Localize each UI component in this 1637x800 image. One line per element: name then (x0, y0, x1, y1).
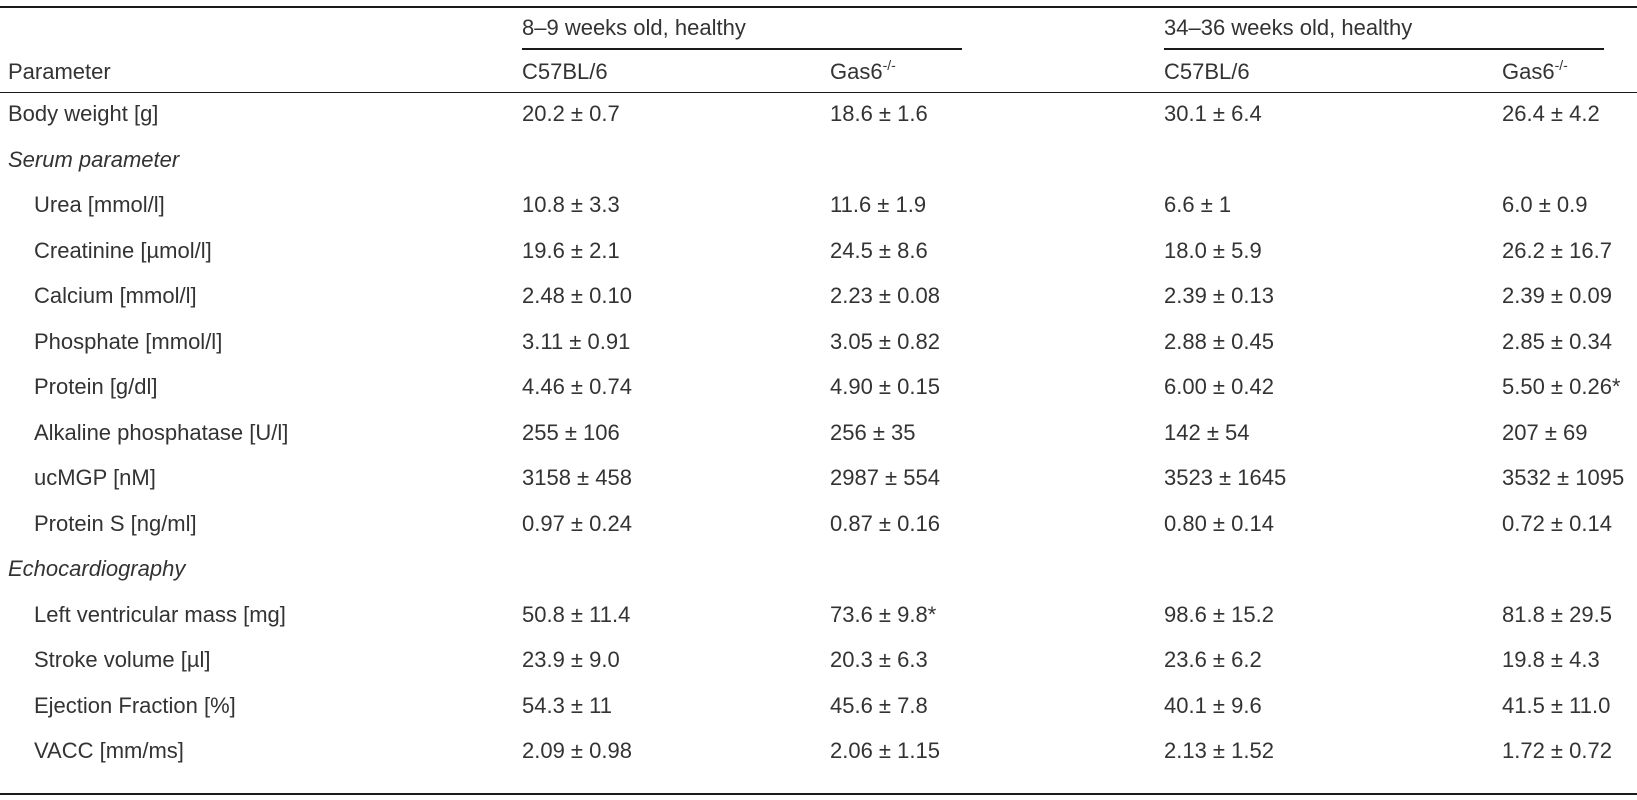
section-heading: Echocardiography (8, 556, 186, 581)
row-label: Protein S [ng/ml] (34, 511, 197, 536)
row-label: Alkaline phosphatase [U/l] (34, 420, 289, 445)
table-cell: 26.4 ± 4.2 (1502, 101, 1600, 126)
table-cell: 19.6 ± 2.1 (522, 238, 620, 263)
row-label: Ejection Fraction [%] (34, 693, 236, 718)
row-label: ucMGP [nM] (34, 465, 156, 490)
group-header-old: 34–36 weeks old, healthy (1164, 15, 1413, 40)
section-heading: Serum parameter (8, 147, 180, 172)
row-label: Left ventricular mass [mg] (34, 602, 286, 627)
group-header-young: 8–9 weeks old, healthy (522, 15, 746, 40)
table-cell: 6.0 ± 0.9 (1502, 192, 1588, 217)
table-cell: 50.8 ± 11.4 (522, 602, 631, 627)
table-cell: 18.6 ± 1.6 (830, 101, 928, 126)
table-cell: 3.05 ± 0.82 (830, 329, 940, 354)
table-cell: 30.1 ± 6.4 (1164, 101, 1262, 126)
table-cell: 3.11 ± 0.91 (522, 329, 631, 354)
table-cell: 20.3 ± 6.3 (830, 647, 928, 672)
table-cell: 2.13 ± 1.52 (1164, 738, 1274, 763)
header-rule (0, 92, 1637, 93)
row-label: VACC [mm/ms] (34, 738, 184, 763)
table-cell: 11.6 ± 1.9 (830, 192, 927, 217)
row-label: Protein [g/dl] (34, 374, 158, 399)
table-cell: 40.1 ± 9.6 (1164, 693, 1262, 718)
row-label: Creatinine [µmol/l] (34, 238, 212, 263)
table-cell: 10.8 ± 3.3 (522, 192, 620, 217)
table-cell: 4.90 ± 0.15 (830, 374, 940, 399)
bottom-rule (0, 793, 1637, 795)
table-cell: 3532 ± 1095 (1502, 465, 1625, 490)
table-cell: 142 ± 54 (1164, 420, 1250, 445)
table-cell: 6.00 ± 0.42 (1164, 374, 1274, 399)
table-cell: 98.6 ± 15.2 (1164, 602, 1274, 627)
table-cell: 26.2 ± 16.7 (1502, 238, 1612, 263)
table-cell: 2.85 ± 0.34 (1502, 329, 1612, 354)
group-rule-young (522, 48, 962, 50)
table-cell: 207 ± 69 (1502, 420, 1588, 445)
table-cell: 2.23 ± 0.08 (830, 283, 940, 308)
table-cell: 2.48 ± 0.10 (522, 283, 632, 308)
table-cell: 255 ± 106 (522, 420, 620, 445)
table-cell: 20.2 ± 0.7 (522, 101, 620, 126)
row-label: Urea [mmol/l] (34, 192, 165, 217)
table-cell: 0.87 ± 0.16 (830, 511, 940, 536)
strain-header: C57BL/6 (522, 59, 608, 84)
table-cell: 3158 ± 458 (522, 465, 632, 490)
table-cell: 2987 ± 554 (830, 465, 940, 490)
table-cell: 18.0 ± 5.9 (1164, 238, 1262, 263)
table-cell: 45.6 ± 7.8 (830, 693, 928, 718)
table-cell: 54.3 ± 11 (522, 693, 612, 718)
table-cell: 6.6 ± 1 (1164, 192, 1232, 217)
table-cell: 2.39 ± 0.09 (1502, 283, 1612, 308)
table-cell: 256 ± 35 (830, 420, 916, 445)
table-cell: 4.46 ± 0.74 (522, 374, 632, 399)
table-cell: 24.5 ± 8.6 (830, 238, 928, 263)
strain-header: Gas6-/- (830, 57, 896, 84)
table-cell: 19.8 ± 4.3 (1502, 647, 1600, 672)
table-cell: 2.88 ± 0.45 (1164, 329, 1274, 354)
row-label: Stroke volume [µl] (34, 647, 211, 672)
table-cell: 41.5 ± 11.0 (1502, 693, 1611, 718)
table-cell: 3523 ± 1645 (1164, 465, 1287, 490)
table-cell: 1.72 ± 0.72 (1502, 738, 1612, 763)
table-cell: 2.06 ± 1.15 (830, 738, 940, 763)
row-label: Body weight [g] (8, 101, 159, 126)
table-cell: 0.72 ± 0.14 (1502, 511, 1612, 536)
table-cell: 81.8 ± 29.5 (1502, 602, 1612, 627)
table-cell: 0.80 ± 0.14 (1164, 511, 1274, 536)
parameter-header: Parameter (8, 59, 111, 84)
strain-header: Gas6-/- (1502, 57, 1568, 84)
table-cell: 0.97 ± 0.24 (522, 511, 632, 536)
table-cell: 5.50 ± 0.26* (1502, 374, 1621, 399)
table-cell: 2.09 ± 0.98 (522, 738, 632, 763)
top-rule (0, 6, 1637, 8)
strain-header: C57BL/6 (1164, 59, 1250, 84)
row-label: Phosphate [mmol/l] (34, 329, 223, 354)
table-cell: 2.39 ± 0.13 (1164, 283, 1274, 308)
table-cell: 73.6 ± 9.8* (830, 602, 937, 627)
row-label: Calcium [mmol/l] (34, 283, 197, 308)
table-cell: 23.6 ± 6.2 (1164, 647, 1262, 672)
group-rule-old (1164, 48, 1604, 50)
table-cell: 23.9 ± 9.0 (522, 647, 620, 672)
